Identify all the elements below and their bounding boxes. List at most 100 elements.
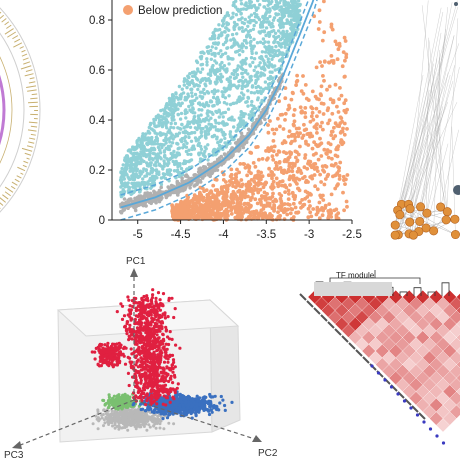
data-point-below xyxy=(322,30,327,35)
data-point-above xyxy=(172,102,177,106)
data-point-above xyxy=(258,56,262,60)
data-point-above xyxy=(209,57,213,61)
data-point-above xyxy=(199,131,203,135)
pca-point-blue xyxy=(219,394,223,399)
data-point-above xyxy=(241,29,245,33)
data-point-above xyxy=(221,94,225,99)
data-point-above xyxy=(142,145,146,149)
circos-tick xyxy=(28,81,36,84)
data-point-above xyxy=(251,27,256,31)
data-point-above xyxy=(289,18,294,22)
data-point-above xyxy=(264,33,268,38)
data-point-above xyxy=(179,166,184,171)
data-point-above xyxy=(177,146,182,150)
data-point-below xyxy=(270,127,275,132)
data-point-above xyxy=(216,36,220,40)
data-point-above xyxy=(269,47,274,52)
circos-plot xyxy=(0,7,41,213)
data-point-below xyxy=(303,111,307,115)
data-point-below xyxy=(316,157,321,162)
circos-tick xyxy=(14,178,20,183)
data-point-above xyxy=(242,21,246,26)
data-point-above xyxy=(165,168,170,172)
data-point-above xyxy=(186,74,190,78)
data-point-above xyxy=(200,96,204,101)
data-point-above xyxy=(200,67,205,71)
data-point-above xyxy=(218,68,222,73)
y-tick-label: 0 xyxy=(99,215,105,227)
data-point-above xyxy=(159,182,164,187)
data-point-above xyxy=(223,68,227,72)
data-point-above xyxy=(203,82,207,86)
circos-tick xyxy=(0,11,2,14)
data-point-above xyxy=(236,123,240,127)
data-point-below xyxy=(337,177,342,181)
data-point-below xyxy=(321,193,325,198)
data-point-below xyxy=(335,57,340,62)
circos-tick xyxy=(21,147,33,152)
data-point-above xyxy=(241,67,245,72)
data-point-above xyxy=(176,126,180,130)
pca-point-blue xyxy=(223,408,227,412)
data-point-above xyxy=(195,96,199,100)
pca-point-grey xyxy=(141,421,145,425)
data-point-above xyxy=(196,114,201,118)
data-point-below xyxy=(298,131,302,136)
circos-tick xyxy=(29,137,36,140)
data-point-above xyxy=(183,129,188,133)
data-point-above xyxy=(247,15,251,19)
data-point-within xyxy=(221,161,226,166)
data-point-below xyxy=(279,208,284,212)
data-point-above xyxy=(121,163,125,167)
data-point-below xyxy=(322,147,327,152)
data-point-above xyxy=(166,130,170,134)
data-point-above xyxy=(283,38,287,43)
data-point-above xyxy=(224,26,228,30)
data-point-above xyxy=(286,8,290,12)
data-point-above xyxy=(176,107,180,111)
data-point-above xyxy=(206,109,210,113)
data-point-above xyxy=(179,111,184,116)
data-point-below xyxy=(263,180,268,185)
circos-tick xyxy=(6,24,12,29)
data-point-above xyxy=(278,17,282,21)
data-point-below xyxy=(301,176,305,181)
data-point-below xyxy=(258,187,263,192)
data-point-above xyxy=(267,7,272,11)
data-point-above xyxy=(132,147,136,151)
data-point-below xyxy=(249,171,253,176)
data-point-below xyxy=(269,173,274,178)
data-point-above xyxy=(221,130,226,135)
data-point-below xyxy=(293,179,298,184)
data-point-above xyxy=(185,85,189,90)
data-point-above xyxy=(195,77,199,81)
data-point-above xyxy=(272,29,276,33)
data-point-above xyxy=(199,134,204,138)
data-point-below xyxy=(230,176,234,181)
data-point-below xyxy=(283,96,288,101)
data-point-above xyxy=(206,51,211,55)
data-point-within xyxy=(122,197,127,201)
data-point-above xyxy=(232,25,236,30)
data-point-above xyxy=(161,121,166,125)
data-point-above xyxy=(210,89,214,94)
data-point-below xyxy=(297,177,302,182)
data-point-below xyxy=(322,59,327,64)
data-point-above xyxy=(155,139,160,143)
data-point-below xyxy=(289,207,293,211)
data-point-above xyxy=(220,75,225,79)
data-point-above xyxy=(267,50,271,55)
data-point-above xyxy=(206,91,211,95)
data-point-below xyxy=(299,171,304,176)
data-point-above xyxy=(226,33,230,38)
data-point-below xyxy=(345,173,350,177)
data-point-above xyxy=(198,80,203,84)
data-point-below xyxy=(288,183,292,187)
pca-point-green xyxy=(103,403,107,407)
data-point-above xyxy=(225,102,229,106)
data-point-below xyxy=(320,64,324,68)
data-point-above xyxy=(209,99,213,103)
pca-point-grey xyxy=(135,408,139,412)
data-point-below xyxy=(324,164,329,169)
data-point-below xyxy=(303,106,308,110)
